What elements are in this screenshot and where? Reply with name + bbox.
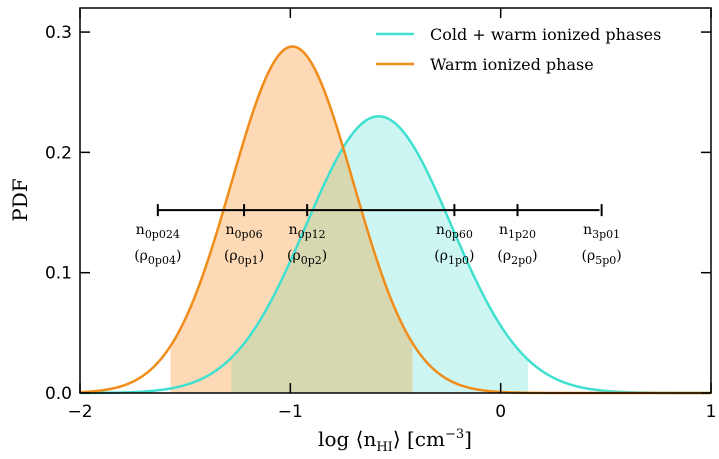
density-label-n: n0p024 [136,222,180,241]
legend-label-warm: Warm ionized phase [430,55,594,74]
density-label-n: n3p01 [583,222,620,241]
y-tick-label: 0.0 [45,384,72,404]
density-label-n: n0p60 [436,222,473,241]
density-label-rho: (ρ2p0) [497,248,537,267]
y-tick-label: 0.2 [45,143,72,163]
axis-ticks: −2 −1 0 1 0.0 0.1 0.2 0.3 [45,8,716,422]
density-label-rho: (ρ0p04) [134,248,181,267]
density-label-n: n1p20 [499,222,536,241]
y-axis-label: PDF [8,178,32,221]
shaded-area-overlap [231,149,413,393]
x-tick-label: −2 [67,402,92,422]
density-label-rho: (ρ0p1) [224,248,264,267]
x-tick-label: 1 [706,402,717,422]
density-scale-bar: n0p024 (ρ0p04) n0p06 (ρ0p1) n0p12 (ρ0p2) n0p60… [134,204,622,267]
series-line-cold-warm [79,115,711,395]
y-tick-label: 0.1 [45,264,72,284]
plot-frame [79,7,712,394]
density-label-rho: (ρ1p0) [434,248,474,267]
distribution-fills [170,46,529,394]
density-label-rho: (ρ5p0) [582,248,622,267]
legend: Cold + warm ionized phases Warm ionized … [376,25,661,74]
density-label-n: n0p12 [289,222,326,241]
density-label-n: n0p06 [226,222,263,241]
x-tick-label: −1 [278,402,303,422]
y-tick-label: 0.3 [45,23,72,43]
density-label-rho: (ρ0p2) [287,248,327,267]
x-tick-label: 0 [495,402,506,422]
x-axis-label: log ⟨nHI⟩ [cm−3] [318,427,472,455]
legend-label-cold-warm: Cold + warm ionized phases [430,25,661,44]
